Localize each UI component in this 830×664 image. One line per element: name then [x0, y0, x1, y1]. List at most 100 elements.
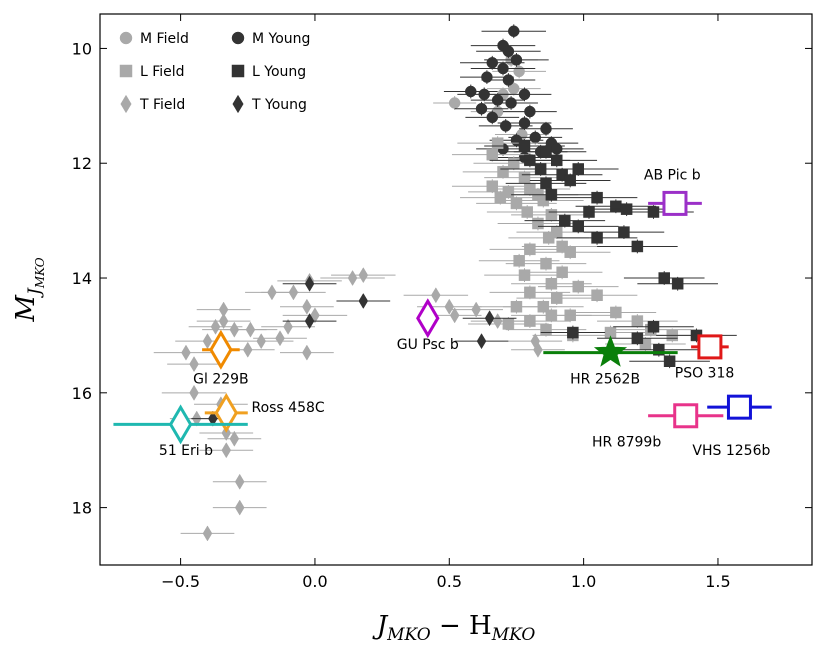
- data-point: [564, 174, 576, 187]
- data-point: [572, 280, 584, 293]
- series-t-field: [153, 267, 565, 542]
- data-point: [540, 123, 552, 135]
- data-point: [591, 289, 603, 301]
- legend-label: M Field: [140, 31, 189, 47]
- y-tick-label: 12: [72, 154, 92, 173]
- data-point: [283, 318, 293, 335]
- data-point: [486, 148, 499, 161]
- data-point: [444, 298, 455, 315]
- data-point: [208, 410, 218, 427]
- data-point: [572, 163, 584, 175]
- data-point: [478, 88, 490, 101]
- data-point: [559, 214, 571, 227]
- legend-marker: [232, 94, 244, 114]
- axes: −0.5 0.0 0.5 1.0 1.5 10 12 14 16 18: [72, 14, 812, 591]
- label-pso-318: PSO 318: [675, 366, 735, 382]
- data-point: [499, 120, 512, 132]
- series-t-young: [191, 275, 517, 427]
- legend-marker: [120, 94, 132, 114]
- data-point: [202, 525, 213, 542]
- data-point: [221, 425, 232, 441]
- data-point: [591, 232, 603, 244]
- highlight-ab-pic-b: AB Pic b: [644, 168, 702, 216]
- highlight-hr-8799b: HR 8799b: [592, 403, 724, 451]
- data-point: [513, 255, 525, 267]
- data-point: [189, 384, 199, 401]
- data-point: [564, 246, 576, 258]
- data-point: [545, 209, 558, 221]
- data-point: [518, 171, 531, 184]
- data-point: [302, 298, 312, 315]
- highlight-ross-458c: Ross 458C: [204, 392, 325, 433]
- data-point: [497, 62, 509, 75]
- data-point: [189, 356, 199, 373]
- data-point: [494, 191, 507, 204]
- data-point: [218, 313, 229, 330]
- data-point: [502, 74, 515, 86]
- data-point: [647, 206, 660, 218]
- data-point: [540, 177, 552, 190]
- data-point: [542, 232, 555, 244]
- data-point: [647, 321, 660, 333]
- data-marks: [153, 24, 737, 542]
- data-point: [545, 189, 558, 201]
- data-point: [476, 333, 487, 350]
- legend-marker: [119, 64, 133, 78]
- highlight-pso-318: PSO 318: [675, 334, 735, 382]
- data-point: [583, 206, 595, 218]
- label-gu-psc-b: GU Psc b: [397, 337, 459, 353]
- data-point: [181, 344, 191, 361]
- data-point: [502, 45, 515, 58]
- x-tick-label: −0.5: [161, 572, 200, 591]
- data-point: [242, 341, 253, 358]
- data-point: [347, 270, 358, 287]
- data-point: [631, 315, 644, 327]
- data-point: [540, 146, 552, 158]
- data-point: [486, 111, 499, 124]
- y-tick-label: 14: [72, 269, 92, 288]
- data-point: [449, 307, 460, 324]
- legend-item-m-field: M Field: [119, 31, 189, 47]
- data-point: [540, 323, 552, 336]
- y-tick-label: 18: [72, 499, 92, 518]
- highlight-hr-2562b: HR 2562B: [543, 335, 678, 387]
- legend-marker: [119, 31, 133, 45]
- data-point: [431, 287, 441, 304]
- data-point: [663, 355, 676, 367]
- data-point: [481, 71, 493, 83]
- data-point: [551, 292, 563, 304]
- legend-label: T Young: [251, 97, 307, 113]
- data-point: [491, 137, 504, 149]
- data-point: [508, 157, 520, 169]
- x-axis-label: JMKO − HMKO: [372, 611, 536, 645]
- data-point: [256, 333, 266, 350]
- data-point: [620, 203, 633, 215]
- y-tick-label: 10: [72, 39, 92, 58]
- data-point: [221, 442, 232, 459]
- data-point: [556, 266, 568, 279]
- legend-item-t-young: T Young: [232, 94, 307, 114]
- data-point: [510, 197, 523, 210]
- label-ab-pic-b: AB Pic b: [644, 168, 701, 184]
- legend-marker: [231, 31, 245, 45]
- legend: M Field M Young L Field L Young T Field T You…: [119, 31, 310, 114]
- data-point: [545, 309, 558, 322]
- data-point: [610, 200, 622, 213]
- highlight-vhs-1256b: VHS 1256b: [692, 394, 772, 459]
- data-point: [448, 97, 461, 109]
- data-point: [518, 88, 531, 101]
- data-point: [465, 85, 477, 98]
- data-point: [545, 278, 558, 290]
- data-point: [234, 499, 245, 516]
- data-point: [486, 180, 499, 192]
- series-l-young: [484, 139, 737, 369]
- x-tick-label: 1.0: [571, 572, 596, 591]
- data-point: [210, 318, 221, 335]
- data-point: [302, 344, 312, 361]
- label-51-eri-b: 51 Eri b: [159, 443, 213, 459]
- marker-open-square: [673, 403, 699, 429]
- data-point: [484, 310, 495, 327]
- data-point: [524, 286, 536, 299]
- data-point: [618, 226, 630, 238]
- data-point: [572, 220, 584, 233]
